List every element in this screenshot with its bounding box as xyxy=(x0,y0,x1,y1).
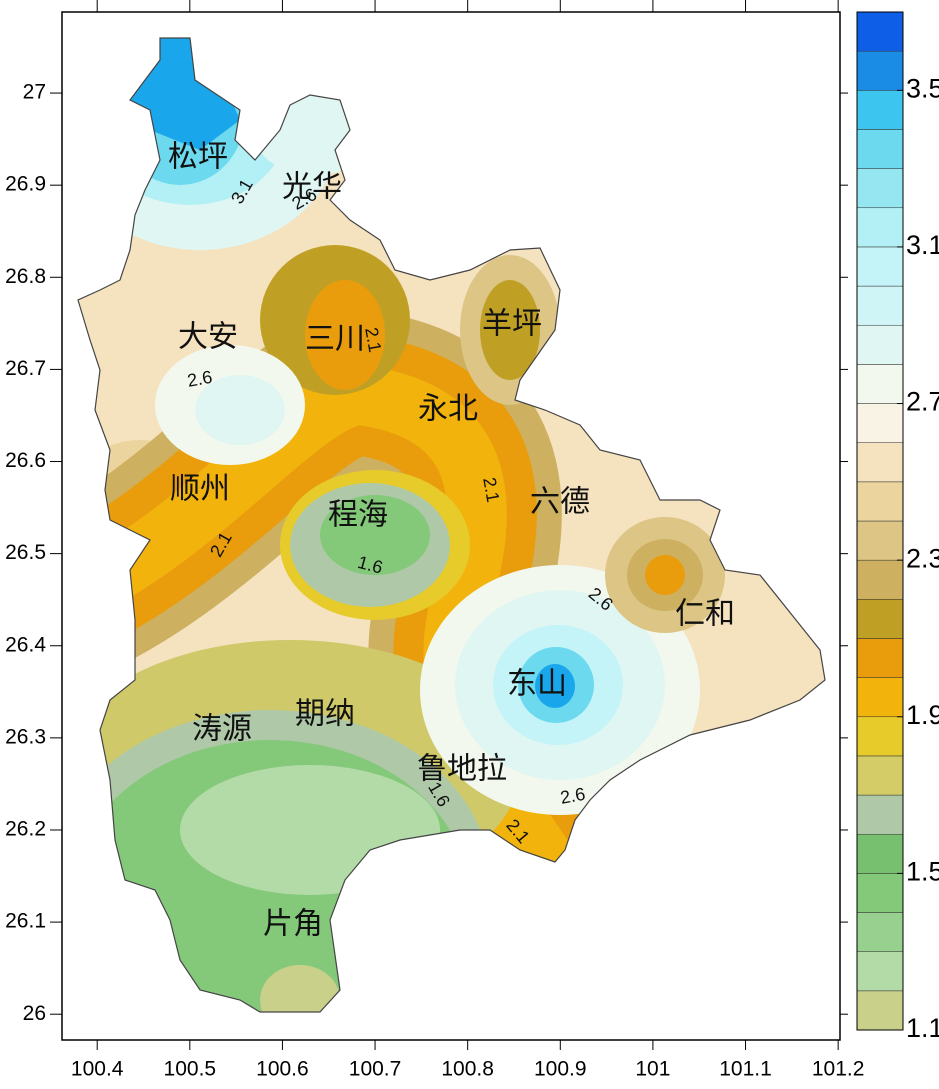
colorbar-band xyxy=(856,559,904,600)
place-label: 片角 xyxy=(263,907,323,942)
x-tick-label: 100.6 xyxy=(256,1058,309,1081)
y-tick-label: 26.2 xyxy=(5,818,46,841)
colorbar-frame xyxy=(856,11,904,1031)
contour-label: 2.6 xyxy=(559,784,587,808)
x-tick-label: 100.4 xyxy=(71,1058,124,1081)
contour-label: 2.1 xyxy=(479,476,503,504)
colorbar-band xyxy=(856,990,904,1031)
place-label: 涛源 xyxy=(192,712,252,747)
colorbar-band xyxy=(856,794,904,835)
place-label: 永北 xyxy=(418,392,478,427)
colorbar-band xyxy=(856,50,904,91)
colorbar-band xyxy=(856,129,904,169)
place-label: 光华 xyxy=(282,170,342,205)
colorbar-band xyxy=(856,364,904,404)
contour-label: 2.6 xyxy=(186,367,214,391)
x-tick-label: 101.1 xyxy=(719,1058,772,1081)
x-tick-label: 100.5 xyxy=(164,1058,217,1081)
x-tick-label: 100.7 xyxy=(349,1058,402,1081)
colorbar-label: 1.5 xyxy=(906,857,939,887)
place-label: 三川 xyxy=(305,322,365,357)
x-tick-label: 101.2 xyxy=(812,1058,865,1081)
place-label: 仁和 xyxy=(675,597,735,632)
place-label: 羊坪 xyxy=(482,307,542,342)
contour-label: 2.1 xyxy=(361,326,385,354)
y-tick-label: 27 xyxy=(23,81,46,104)
colorbar-band xyxy=(856,90,904,130)
place-label: 松坪 xyxy=(168,140,228,175)
colorbar-band xyxy=(856,481,904,522)
colorbar-band xyxy=(856,285,904,326)
colorbar-band xyxy=(856,246,904,287)
colorbar-band xyxy=(856,755,904,796)
colorbar-band xyxy=(856,403,904,443)
x-tick-label: 100.8 xyxy=(441,1058,494,1081)
y-tick-label: 26.6 xyxy=(5,449,46,472)
colorbar-band xyxy=(856,599,904,639)
colorbar-label: 3.1 xyxy=(906,230,939,260)
colorbar-label: 2.3 xyxy=(906,543,939,573)
colorbar-band xyxy=(856,11,904,52)
place-label: 鲁地拉 xyxy=(417,752,507,787)
y-tick-label: 26.7 xyxy=(5,357,46,380)
colorbar-band xyxy=(856,873,904,913)
y-tick-label: 26.9 xyxy=(5,173,46,196)
place-label: 顺州 xyxy=(170,472,230,507)
place-label: 六德 xyxy=(530,485,590,520)
y-tick-label: 26.3 xyxy=(5,725,46,748)
colorbar-band xyxy=(856,677,904,718)
y-tick-label: 26 xyxy=(23,1002,46,1025)
colorbar-band xyxy=(856,520,904,561)
colorbar-band xyxy=(856,207,904,248)
colorbar-band xyxy=(856,638,904,678)
colorbar-band xyxy=(856,912,904,952)
place-label: 东山 xyxy=(507,667,567,702)
colorbar-band xyxy=(856,716,904,757)
y-tick-label: 26.1 xyxy=(5,910,46,933)
y-tick-label: 26.5 xyxy=(5,541,46,564)
colorbar-label: 1.9 xyxy=(906,700,939,730)
place-label: 期纳 xyxy=(295,697,355,732)
colorbar-label: 1.1 xyxy=(906,1013,939,1043)
x-tick-label: 100.9 xyxy=(534,1058,587,1081)
colorbar-band xyxy=(856,951,904,992)
y-tick-label: 26.4 xyxy=(5,633,46,656)
colorbar-band xyxy=(856,168,904,209)
place-label: 大安 xyxy=(178,320,238,355)
place-label: 程海 xyxy=(328,498,388,533)
colorbar-label: 2.7 xyxy=(906,387,939,417)
y-tick-label: 26.8 xyxy=(5,265,46,288)
colorbar-band xyxy=(856,442,904,483)
x-tick-label: 101 xyxy=(635,1058,670,1081)
colorbar-label: 3.5 xyxy=(906,73,939,103)
colorbar-band xyxy=(856,324,904,365)
colorbar-band xyxy=(856,833,904,874)
